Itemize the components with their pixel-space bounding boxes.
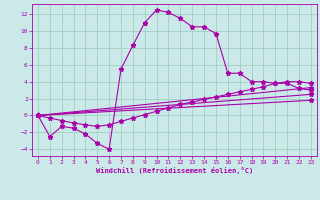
X-axis label: Windchill (Refroidissement éolien,°C): Windchill (Refroidissement éolien,°C) [96, 167, 253, 174]
